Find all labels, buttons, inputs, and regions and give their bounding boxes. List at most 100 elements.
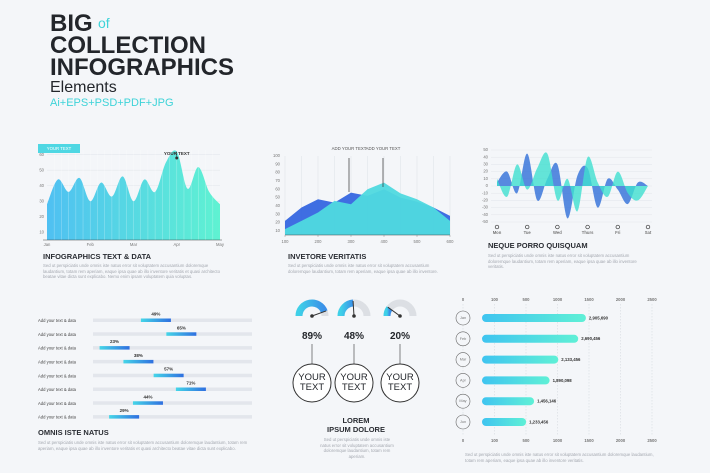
y-tick-label: 30 (275, 211, 280, 216)
x-tick-label: 100 (491, 438, 499, 443)
y-tick-label: -40 (482, 212, 489, 217)
day-dot (494, 224, 500, 230)
x-tick-label: Jan (44, 242, 51, 247)
day-dot (525, 224, 530, 230)
y-tick-label: 20 (483, 169, 488, 174)
x-tick-label: Tue (524, 230, 532, 235)
value-label: 2,133,456 (561, 357, 581, 362)
category-circle (455, 310, 471, 326)
needle-hub (310, 314, 314, 318)
title-elements: Elements (50, 79, 117, 96)
bar (482, 418, 527, 426)
day-dot (585, 224, 590, 230)
x-tick-label: Thurs (582, 230, 594, 235)
y-tick-label: 40 (275, 203, 280, 208)
x-tick-label: Mar (130, 242, 138, 247)
category-circle (455, 393, 471, 409)
row-label: Add your text & data (38, 373, 77, 378)
chart-title: INVETORE VERITATIS (288, 252, 367, 261)
value-label: 71% (186, 381, 195, 386)
annotation: ADD YOUR TEXT (366, 146, 401, 151)
progress-bar (166, 332, 197, 336)
x-tick-label: Feb (87, 242, 95, 247)
y-tick-label: Apr (460, 378, 467, 382)
x-tick-label: Mon (493, 230, 502, 235)
caption: Sed ut perspiciatis unde omnis iste natu… (288, 263, 439, 274)
chart-title: NEQUE PORRO QUISQUAM (488, 241, 588, 250)
x-tick-label: Fri (615, 230, 620, 235)
progress-bar (140, 318, 171, 322)
bar (482, 314, 586, 322)
title-formats: Ai+EPS+PSD+PDF+JPG (50, 97, 174, 109)
value-label: 89% (302, 331, 322, 342)
tag: YOUR TEXT (47, 146, 72, 151)
y-tick-label: 20 (275, 220, 280, 225)
y-tick-label: 90 (275, 161, 280, 166)
label-circle (292, 363, 332, 403)
row-label: Add your text & data (38, 360, 77, 365)
x-tick-label: 1500 (584, 438, 594, 443)
row-label: Add your text & data (38, 332, 77, 337)
x-tick-label: 500 (523, 297, 531, 302)
needle (387, 306, 401, 317)
bar (482, 397, 535, 406)
value-label: 44% (143, 394, 152, 399)
value-label: 65% (177, 325, 186, 330)
y-tick-label: 40 (483, 154, 488, 159)
row-label: Add your text & data (38, 387, 77, 392)
label-circle (334, 363, 374, 403)
y-tick-label: 30 (483, 162, 488, 167)
annotation: ADD YOUR TEXT (332, 146, 367, 151)
value-label: 1,456,146 (537, 399, 557, 404)
y-tick-label: 60 (275, 186, 280, 191)
chart-subtitle: IPSUM DOLORE (327, 425, 385, 434)
x-tick-label: 2000 (616, 438, 626, 443)
track (93, 346, 252, 350)
value-label: 20% (390, 331, 410, 342)
title-big: BIG (50, 10, 93, 37)
caption: Sed ut perspiciatis unde omnis iste natu… (488, 253, 637, 270)
x-tick-label: 100 (282, 239, 290, 244)
y-tick-label: 10 (275, 228, 280, 233)
annotation: YOUR TEXT (164, 151, 190, 156)
gauge-fill (383, 306, 393, 317)
needle (352, 300, 355, 317)
y-tick-label: 40 (39, 183, 44, 188)
day-dot (645, 224, 651, 230)
row-label: Add your text & data (38, 318, 77, 323)
gauge-label: YOUR TEXT (340, 372, 368, 393)
tag-box (38, 144, 80, 153)
y-tick-label: May (459, 399, 466, 403)
title-infographics: INFOGRAPHICS (50, 54, 234, 81)
category-circle (455, 331, 471, 347)
area (285, 182, 450, 235)
title-collection: COLLECTION (50, 32, 206, 59)
day-dot (555, 224, 560, 230)
y-tick-label: -10 (482, 190, 489, 195)
x-tick-label: 1000 (553, 438, 563, 443)
gauge-fill (295, 299, 328, 317)
needle (311, 310, 327, 317)
y-tick-label: 100 (273, 153, 281, 158)
x-tick-label: May (216, 242, 225, 247)
x-tick-label: 1500 (584, 297, 594, 302)
chart-title: LOREM (342, 416, 370, 425)
value-label: 2,905,690 (589, 315, 609, 320)
bar (482, 334, 579, 343)
y-tick-label: 50 (483, 147, 488, 152)
y-tick-label: 30 (39, 198, 44, 203)
caption: Sed ut perspiciatis unde omnis iste natu… (43, 263, 220, 280)
x-tick-label: 600 (447, 239, 455, 244)
x-tick-label: 0 (462, 438, 465, 443)
label-circle (380, 363, 420, 403)
progress-bar (175, 387, 206, 391)
x-tick-label: Apr (173, 242, 180, 247)
y-tick-label: 10 (39, 229, 44, 234)
x-tick-label: Sat (645, 230, 652, 235)
y-tick-label: 0 (486, 183, 489, 188)
y-tick-label: Jan (460, 316, 466, 320)
category-circle (455, 414, 471, 430)
area (47, 150, 220, 240)
y-tick-label: 50 (275, 195, 280, 200)
category-circle (455, 373, 471, 388)
